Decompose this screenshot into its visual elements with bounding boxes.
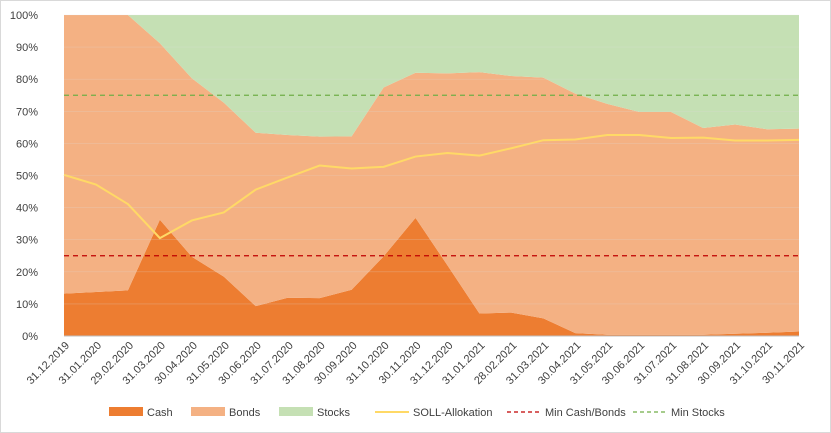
legend-label: Min Cash/Bonds — [545, 407, 626, 419]
y-tick-label: 80% — [16, 74, 38, 86]
legend: Cash Bonds Stocks SOLL-Allokation Min Cash/B… — [109, 407, 725, 419]
lines-layer — [63, 94, 800, 257]
areas-layer — [64, 15, 799, 336]
legend-swatch — [191, 407, 225, 416]
y-tick-label: 0% — [22, 331, 38, 343]
y-tick-label: 40% — [16, 203, 38, 215]
legend-label: Bonds — [229, 407, 261, 419]
y-tick-label: 20% — [16, 267, 38, 279]
area-bonds — [64, 15, 799, 335]
legend-item-stocks: Stocks — [279, 407, 351, 419]
axes-layer — [64, 14, 799, 337]
y-tick-label: 70% — [16, 106, 38, 118]
area-stocks — [64, 15, 799, 137]
line-soll-allokation — [63, 134, 800, 240]
y-tick-label: 60% — [16, 138, 38, 150]
y-tick-label: 10% — [16, 299, 38, 311]
legend-swatch — [279, 407, 313, 416]
legend-label: Cash — [147, 407, 173, 419]
x-tick-labels: 31.12.201931.01.202029.02.202031.03.2020… — [25, 340, 807, 387]
legend-item-bonds: Bonds — [191, 407, 261, 419]
legend-swatch — [109, 407, 143, 416]
legend-label: Stocks — [317, 407, 351, 419]
legend-label: SOLL-Allokation — [413, 407, 493, 419]
area-cash — [64, 217, 799, 336]
y-tick-label: 100% — [10, 10, 38, 22]
y-tick-label: 90% — [16, 42, 38, 54]
legend-label: Min Stocks — [671, 407, 725, 419]
legend-item-min-cash-bonds: Min Cash/Bonds — [507, 407, 626, 419]
legend-item-cash: Cash — [109, 407, 173, 419]
y-tick-label: 50% — [16, 171, 38, 183]
y-tick-label: 30% — [16, 235, 38, 247]
legend-item-min-stocks: Min Stocks — [633, 407, 725, 419]
legend-item-soll-allokation: SOLL-Allokation — [375, 407, 493, 419]
y-tick-labels: 0% 10% 20% 30% 40% 50% 60% 70% 80% 90% 100% — [10, 10, 38, 343]
